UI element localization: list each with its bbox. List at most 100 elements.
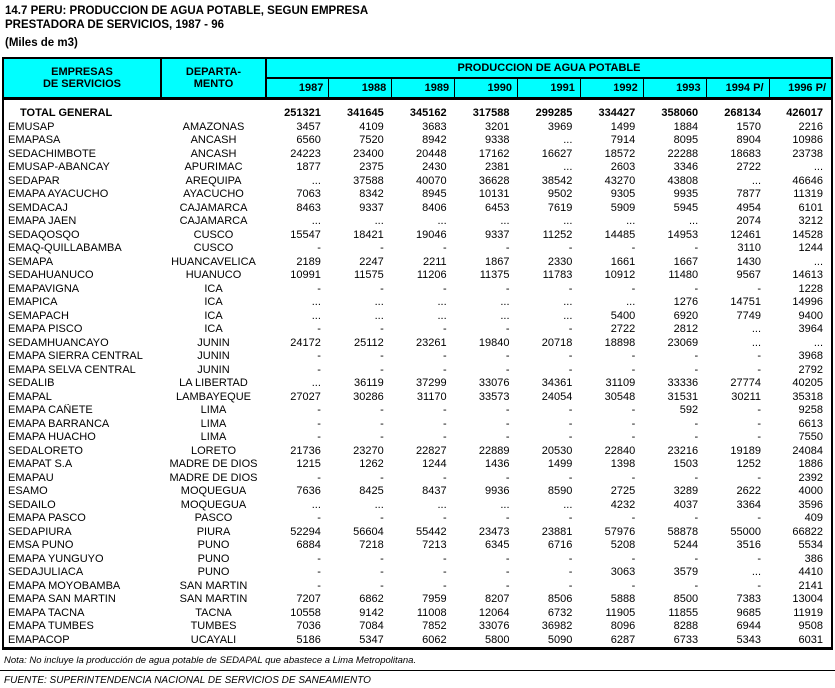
value-cell: 58878 <box>667 525 699 538</box>
value-cell: 5400 <box>610 309 636 322</box>
table-row: TOTAL GENERAL 251321 341645 345162 317588 299… <box>3 107 832 121</box>
value-cell: ... <box>751 323 761 335</box>
value-cell: 33573 <box>478 390 510 403</box>
company-cell: ESAMO <box>8 485 48 497</box>
value-cell: - <box>317 552 321 565</box>
value-cell: ... <box>311 174 321 187</box>
value-cell: 3364 <box>736 498 761 511</box>
department-cell: JUNIN <box>197 363 230 376</box>
year-header-1987: 1987 <box>266 78 329 99</box>
value-cell: 14613 <box>792 269 823 281</box>
year-header-1993: 1993 <box>642 78 707 99</box>
value-cell: 57976 <box>604 525 636 538</box>
value-cell: 2792 <box>798 363 823 376</box>
department-cell: TUMBES <box>190 620 237 632</box>
value-cell: 22840 <box>604 444 636 457</box>
value-cell: - <box>317 471 321 484</box>
value-cell: 12461 <box>730 228 761 241</box>
year-header-1992: 1992 <box>579 78 644 99</box>
value-cell: - <box>380 323 384 335</box>
value-cell: 299285 <box>535 107 573 119</box>
value-cell: 25112 <box>353 336 384 349</box>
value-cell: - <box>505 363 510 376</box>
value-cell: 8207 <box>485 593 510 605</box>
value-cell: 11855 <box>668 606 699 619</box>
value-cell: - <box>380 417 384 430</box>
value-cell: 4232 <box>610 498 636 511</box>
value-cell: - <box>505 431 510 443</box>
value-cell: ... <box>563 215 573 227</box>
value-cell: - <box>568 404 573 416</box>
value-cell: 2603 <box>610 161 636 173</box>
value-cell: 7036 <box>296 620 321 632</box>
value-cell: - <box>442 431 447 443</box>
value-cell: 4000 <box>798 485 823 497</box>
value-cell: 409 <box>804 512 823 524</box>
table-row: SEDAILO MOQUEGUA............... 4232 4037 33… <box>3 499 832 513</box>
table-row: EMAPA MOYOBAMBA SAN MARTIN - - - - - - - - 2141 <box>3 580 832 594</box>
value-cell: 5347 <box>359 633 384 646</box>
department-cell: ICA <box>204 309 223 322</box>
value-cell: 17162 <box>478 147 510 160</box>
company-cell: EMAPA TUMBES <box>8 620 94 632</box>
value-cell: - <box>380 282 384 295</box>
value-cell: 9508 <box>798 620 823 632</box>
department-header-line2: MENTO <box>193 78 234 90</box>
value-cell: 24172 <box>290 336 321 349</box>
value-cell: 18572 <box>604 147 636 160</box>
value-cell: - <box>442 363 447 376</box>
value-cell: - <box>568 566 573 578</box>
value-cell: - <box>380 566 384 578</box>
value-cell: 38542 <box>541 174 573 187</box>
value-cell: ... <box>311 296 321 308</box>
value-cell: - <box>317 566 321 578</box>
value-cell: 8945 <box>422 188 447 200</box>
value-cell: 9142 <box>359 606 384 619</box>
value-cell: 3969 <box>547 120 573 133</box>
value-cell: 1244 <box>422 458 447 470</box>
company-cell: EMAPA PISCO <box>8 323 83 335</box>
value-cell: 5909 <box>610 201 636 214</box>
value-cell: 2211 <box>422 255 447 268</box>
group-header-production: PRODUCCION DE AGUA POTABLE <box>266 58 832 79</box>
value-cell: - <box>568 512 573 524</box>
value-cell: 1886 <box>798 458 823 470</box>
value-cell: 11783 <box>542 269 573 281</box>
company-cell: SEDAILO <box>8 498 56 511</box>
company-cell: EMAPA PASCO <box>8 512 86 524</box>
value-cell: ... <box>626 296 636 308</box>
value-cell: 5534 <box>798 539 823 551</box>
value-cell: - <box>505 323 510 335</box>
value-cell: - <box>317 323 321 335</box>
value-cell: 3289 <box>673 485 699 497</box>
value-cell: 6733 <box>673 633 699 646</box>
value-cell: - <box>757 431 761 443</box>
value-cell: ... <box>751 336 761 349</box>
value-cell: - <box>380 512 384 524</box>
value-cell: 7636 <box>296 485 321 497</box>
value-cell: - <box>505 512 510 524</box>
value-cell: 9567 <box>736 269 761 281</box>
value-cell: 12064 <box>478 606 510 619</box>
value-cell: 11375 <box>479 269 510 281</box>
value-cell: 7749 <box>736 309 761 322</box>
value-cell: 10986 <box>792 134 823 146</box>
value-cell: 6453 <box>485 201 510 214</box>
value-cell: 4037 <box>673 498 699 511</box>
value-cell: - <box>568 242 573 254</box>
value-cell: 6920 <box>673 309 699 322</box>
department-cell: ICA <box>204 296 223 308</box>
value-cell: 33076 <box>478 377 510 389</box>
value-cell: 24223 <box>290 147 321 160</box>
value-cell: ... <box>374 215 384 227</box>
value-cell: 55000 <box>730 525 761 538</box>
table-row: SEDALORETO LORETO 21736 23270 22827 22889 2053… <box>3 445 832 459</box>
value-cell: 2141 <box>798 579 823 592</box>
value-cell: 1499 <box>547 458 573 470</box>
table-row: EMUSAP-ABANCAY APURIMAC 1877 2375 2430 2381..… <box>3 161 832 175</box>
header-row-years: 1987 1988 1989 1990 1991 1992 1993 1994 … <box>3 78 832 99</box>
title-block: 14.7 PERU: PRODUCCION DE AGUA POTABLE, S… <box>0 0 835 50</box>
value-cell: ... <box>563 498 573 511</box>
department-cell <box>161 107 266 121</box>
company-cell: SEDALORETO <box>8 444 83 457</box>
